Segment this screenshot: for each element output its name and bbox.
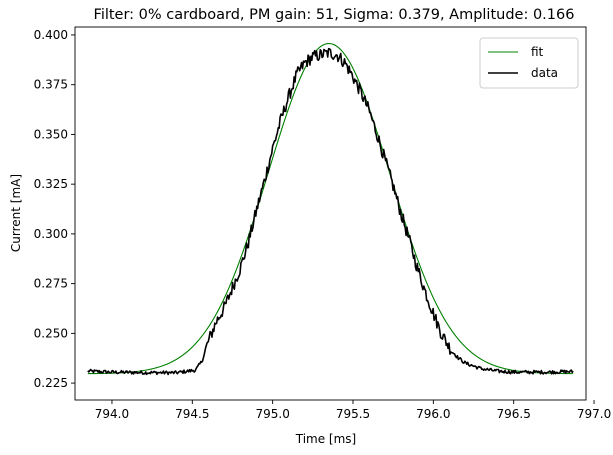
x-tick-label: 796.0 [416, 407, 450, 421]
x-axis-label: Time [ms] [295, 432, 357, 446]
x-tick-label: 794.0 [95, 407, 129, 421]
fit-series-line [87, 42, 574, 375]
x-axis: 794.0 794.5 795.0 795.5 796.0 796.5 797.0 [95, 400, 611, 421]
y-axis-label: Current [mA] [9, 174, 23, 252]
legend-data-label: data [531, 66, 558, 80]
y-tick-label: 0.225 [34, 376, 68, 390]
legend: fit data [479, 37, 579, 89]
x-tick-label: 794.5 [175, 407, 209, 421]
y-tick-label: 0.350 [34, 127, 68, 141]
y-axis: 0.225 0.250 0.275 0.300 0.325 0.350 0.375 0.400 [34, 28, 75, 390]
y-tick-label: 0.375 [34, 78, 68, 92]
y-tick-label: 0.400 [34, 28, 68, 42]
plot-area [74, 26, 587, 401]
series-layer [87, 42, 574, 376]
x-tick-label: 797.0 [577, 407, 611, 421]
y-tick-label: 0.325 [34, 177, 68, 191]
x-tick-label: 796.5 [497, 407, 531, 421]
legend-box [479, 37, 579, 89]
y-tick-label: 0.300 [34, 227, 68, 241]
data-series-line [87, 47, 574, 376]
x-tick-label: 795.5 [336, 407, 370, 421]
y-tick-label: 0.275 [34, 277, 68, 291]
y-tick-label: 0.250 [34, 326, 68, 340]
legend-fit-label: fit [531, 45, 544, 59]
plot-frame [74, 26, 587, 401]
x-tick-label: 795.0 [255, 407, 289, 421]
chart-title: Filter: 0% cardboard, PM gain: 51, Sigma… [94, 7, 575, 23]
